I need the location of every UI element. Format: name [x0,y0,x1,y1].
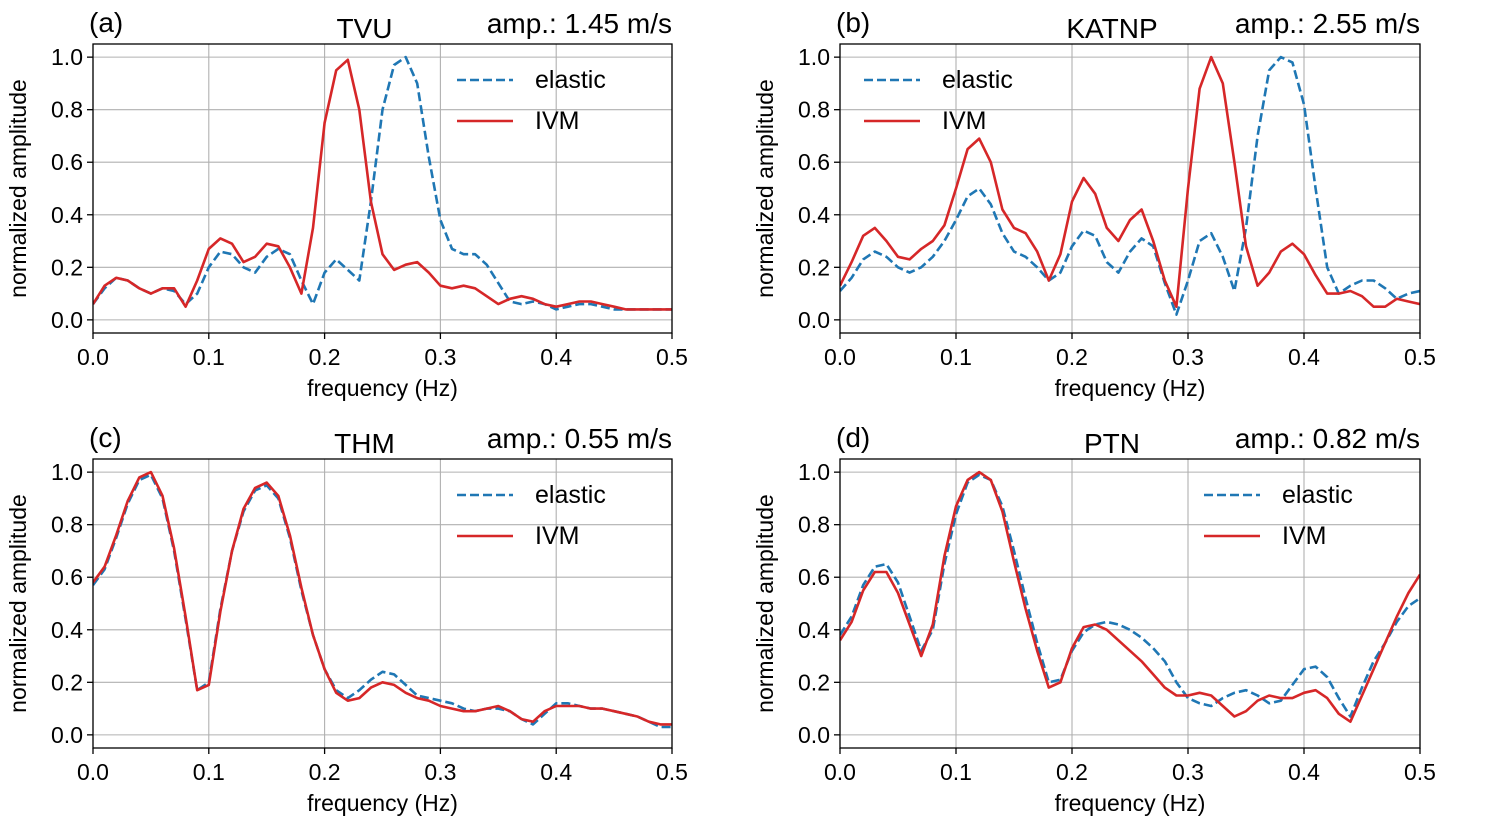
x-tick-label: 0.0 [824,344,856,370]
x-tick-label: 0.4 [1288,344,1320,370]
x-tick-label: 0.5 [1404,759,1436,785]
x-tick-label: 0.1 [193,759,225,785]
y-tick-label: 0.6 [51,564,83,590]
x-axis-label: frequency (Hz) [1055,375,1206,401]
y-axis-label: normalized amplitude [5,494,31,713]
x-tick-label: 0.3 [424,344,456,370]
series-line-elastic [840,55,1420,316]
y-tick-label: 0.8 [51,512,83,538]
legend: elastic IVM [457,481,606,550]
x-tick-label: 0.1 [940,344,972,370]
y-tick-label: 0.4 [51,202,83,228]
x-tick-label: 0.2 [1056,344,1088,370]
chart-title: KATNP [1066,13,1157,44]
chart-panel-3: 0.0 0.1 0.2 0.3 0.4 0.5 0.0 0.2 0.4 0.6 0.8 1.0 freq… [752,422,1436,816]
panel-label: (b) [836,7,870,38]
chart-panel-1: 0.0 0.1 0.2 0.3 0.4 0.5 0.0 0.2 0.4 0.6 0.8 1.0 freq… [752,7,1436,401]
legend-label-elastic: elastic [1282,481,1353,509]
chart-title: PTN [1084,428,1140,459]
x-tick-label: 0.2 [1056,759,1088,785]
x-tick-label: 0.4 [540,759,572,785]
legend-label-ivm: IVM [535,107,579,135]
y-tick-label: 0.2 [51,669,83,695]
panel-label: (c) [89,422,122,453]
y-tick-label: 0.8 [798,97,830,123]
series-line-elastic [840,473,1420,718]
x-tick-label: 0.5 [1404,344,1436,370]
chart-panel-0: 0.0 0.1 0.2 0.3 0.4 0.5 0.0 0.2 0.4 0.6 0.8 1.0 freq… [5,7,688,401]
x-tick-label: 0.5 [656,759,688,785]
y-tick-label: 0.0 [51,722,83,748]
y-tick-label: 0.2 [798,669,830,695]
x-tick-label: 0.0 [77,759,109,785]
x-tick-label: 0.0 [824,759,856,785]
panel-label: (a) [89,7,123,38]
chart-title: TVU [337,13,393,44]
x-tick-label: 0.4 [1288,759,1320,785]
legend-label-elastic: elastic [535,66,606,94]
x-tick-label: 0.2 [309,759,341,785]
y-tick-label: 0.8 [51,97,83,123]
legend-label-elastic: elastic [535,481,606,509]
axes-frame [92,458,673,749]
y-tick-label: 0.0 [51,307,83,333]
legend: elastic IVM [457,66,606,135]
y-tick-label: 1.0 [798,44,830,70]
x-tick-label: 0.0 [77,344,109,370]
y-tick-label: 0.6 [798,149,830,175]
legend-label-elastic: elastic [942,66,1013,94]
x-tick-label: 0.1 [193,344,225,370]
y-tick-label: 0.4 [51,617,83,643]
y-tick-label: 0.6 [51,149,83,175]
y-tick-label: 0.0 [798,722,830,748]
axes-frame [92,43,673,334]
y-tick-label: 1.0 [51,459,83,485]
amplitude-annotation: amp.: 0.82 m/s [1235,423,1420,454]
axes-frame [839,43,1421,334]
legend: elastic IVM [864,66,1013,135]
y-axis-label: normalized amplitude [752,79,778,298]
x-tick-label: 0.1 [940,759,972,785]
x-tick-label: 0.2 [309,344,341,370]
amplitude-annotation: amp.: 1.45 m/s [487,8,672,39]
y-tick-label: 0.0 [798,307,830,333]
x-axis-label: frequency (Hz) [1055,790,1206,816]
y-tick-label: 0.4 [798,202,830,228]
y-tick-label: 0.2 [798,254,830,280]
legend: elastic IVM [1204,481,1353,550]
x-axis-label: frequency (Hz) [307,375,458,401]
amplitude-annotation: amp.: 2.55 m/s [1235,8,1420,39]
panel-label: (d) [836,422,870,453]
axes-frame [839,458,1421,749]
y-axis-label: normalized amplitude [752,494,778,713]
x-tick-label: 0.3 [424,759,456,785]
y-tick-label: 0.2 [51,254,83,280]
chart-title: THM [334,428,395,459]
legend-label-ivm: IVM [535,522,579,550]
series-line-ivm [93,470,672,726]
series-line-ivm [840,55,1420,308]
y-tick-label: 1.0 [798,459,830,485]
x-axis-label: frequency (Hz) [307,790,458,816]
x-tick-label: 0.3 [1172,759,1204,785]
y-tick-label: 1.0 [51,44,83,70]
amplitude-annotation: amp.: 0.55 m/s [487,423,672,454]
series-line-ivm [93,58,672,311]
series-line-ivm [840,470,1420,723]
series-line-elastic [93,473,672,729]
y-tick-label: 0.6 [798,564,830,590]
y-axis-label: normalized amplitude [5,79,31,298]
x-tick-label: 0.4 [540,344,572,370]
x-tick-label: 0.3 [1172,344,1204,370]
y-tick-label: 0.8 [798,512,830,538]
series-line-elastic [93,55,672,311]
legend-label-ivm: IVM [1282,522,1326,550]
legend-label-ivm: IVM [942,107,986,135]
y-tick-label: 0.4 [798,617,830,643]
chart-panel-2: 0.0 0.1 0.2 0.3 0.4 0.5 0.0 0.2 0.4 0.6 0.8 1.0 freq… [5,422,688,816]
x-tick-label: 0.5 [656,344,688,370]
